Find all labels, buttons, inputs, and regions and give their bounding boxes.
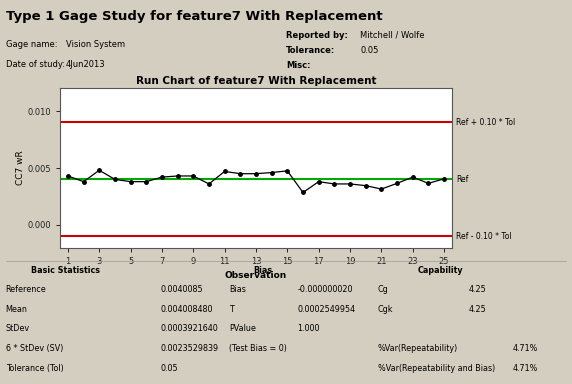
Text: 0.0002549954: 0.0002549954	[297, 305, 356, 314]
Text: 4.71%: 4.71%	[513, 364, 538, 373]
Text: Bias: Bias	[253, 266, 273, 275]
Text: Ref: Ref	[456, 175, 469, 184]
Text: Reference: Reference	[6, 285, 46, 294]
Text: %Var(Repeatability and Bias): %Var(Repeatability and Bias)	[378, 364, 495, 373]
Text: 4.25: 4.25	[469, 285, 487, 294]
Text: Mean: Mean	[6, 305, 27, 314]
Text: 6 * StDev (SV): 6 * StDev (SV)	[6, 344, 63, 353]
Text: 0.0040085: 0.0040085	[160, 285, 203, 294]
Text: Ref - 0.10 * Tol: Ref - 0.10 * Tol	[456, 232, 512, 241]
Text: Mitchell / Wolfe: Mitchell / Wolfe	[360, 31, 425, 40]
Text: T: T	[229, 305, 233, 314]
X-axis label: Observation: Observation	[225, 271, 287, 280]
Text: 4.25: 4.25	[469, 305, 487, 314]
Text: -0.000000020: -0.000000020	[297, 285, 353, 294]
Text: 0.0023529839: 0.0023529839	[160, 344, 219, 353]
Text: Ref + 0.10 * Tol: Ref + 0.10 * Tol	[456, 118, 516, 127]
Text: 4.71%: 4.71%	[513, 344, 538, 353]
Text: %Var(Repeatability): %Var(Repeatability)	[378, 344, 458, 353]
Text: 1.000: 1.000	[297, 324, 320, 333]
Text: Bias: Bias	[229, 285, 246, 294]
Text: Type 1 Gage Study for feature7 With Replacement: Type 1 Gage Study for feature7 With Repl…	[6, 10, 382, 23]
Text: Vision System: Vision System	[66, 40, 125, 49]
Text: PValue: PValue	[229, 324, 256, 333]
Text: Capability: Capability	[418, 266, 463, 275]
Text: (Test Bias = 0): (Test Bias = 0)	[229, 344, 287, 353]
Text: Cg: Cg	[378, 285, 388, 294]
Text: 0.05: 0.05	[360, 46, 379, 55]
Text: Tolerance (Tol): Tolerance (Tol)	[6, 364, 63, 373]
Title: Run Chart of feature7 With Replacement: Run Chart of feature7 With Replacement	[136, 76, 376, 86]
Text: Tolerance:: Tolerance:	[286, 46, 335, 55]
Text: Reported by:: Reported by:	[286, 31, 348, 40]
Y-axis label: CC7 wR: CC7 wR	[15, 151, 25, 185]
Text: 0.0003921640: 0.0003921640	[160, 324, 218, 333]
Text: 0.004008480: 0.004008480	[160, 305, 213, 314]
Text: Cgk: Cgk	[378, 305, 393, 314]
Text: 0.05: 0.05	[160, 364, 178, 373]
Text: Misc:: Misc:	[286, 61, 311, 70]
Text: Date of study:: Date of study:	[6, 60, 65, 68]
Text: 4Jun2013: 4Jun2013	[66, 60, 105, 68]
Text: StDev: StDev	[6, 324, 30, 333]
Text: Basic Statistics: Basic Statistics	[31, 266, 100, 275]
Text: Gage name:: Gage name:	[6, 40, 57, 49]
